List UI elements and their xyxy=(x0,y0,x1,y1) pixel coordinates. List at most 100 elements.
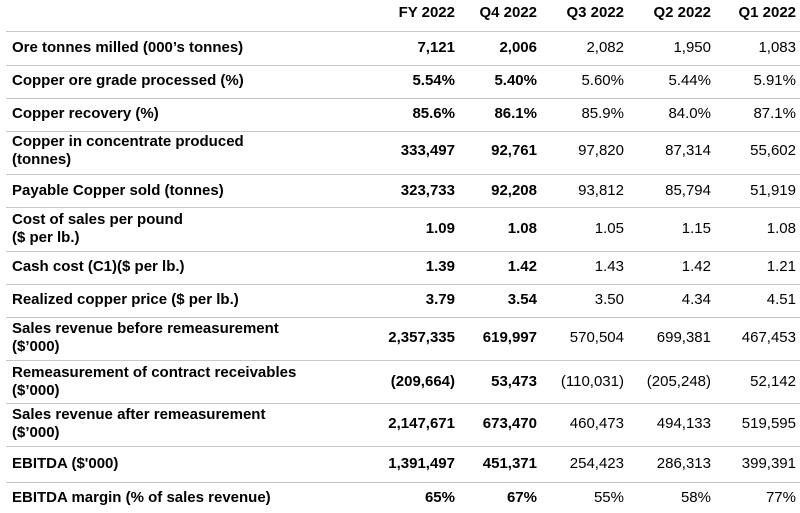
cell: 3.54 xyxy=(507,291,537,308)
cell: 460,473 xyxy=(569,415,624,432)
cell: 58% xyxy=(680,489,711,506)
cell: 85,794 xyxy=(665,182,711,199)
row-label: Cost of sales per pound xyxy=(12,211,183,228)
cell: 1.09 xyxy=(425,220,455,237)
row-separator xyxy=(6,131,800,132)
cell: 65% xyxy=(424,489,455,506)
cell: 1.39 xyxy=(425,258,455,275)
cell: 77% xyxy=(765,489,796,506)
cell: 4.34 xyxy=(681,291,711,308)
cell: 85.6% xyxy=(412,105,455,122)
cell: 5.54% xyxy=(412,72,455,89)
row-label: ($ per lb.) xyxy=(12,229,80,246)
cell: 3.79 xyxy=(425,291,455,308)
cell: 5.60% xyxy=(581,72,624,89)
cell: 1,083 xyxy=(758,39,796,56)
cell: 86.1% xyxy=(494,105,537,122)
row-label: Copper recovery (%) xyxy=(12,105,159,122)
cell: 84.0% xyxy=(668,105,711,122)
cell: (209,664) xyxy=(390,373,455,390)
cell: 53,473 xyxy=(491,373,537,390)
cell: 323,733 xyxy=(400,182,455,199)
column-header: Q4 2022 xyxy=(479,4,537,21)
cell: 254,423 xyxy=(569,455,624,472)
cell: 451,371 xyxy=(482,455,537,472)
row-label: ($’000) xyxy=(12,424,60,441)
row-label: Sales revenue after remeasurement xyxy=(12,406,266,423)
row-separator xyxy=(6,284,800,285)
cell: 1.42 xyxy=(681,258,711,275)
cell: 93,812 xyxy=(578,182,624,199)
cell: 1.15 xyxy=(681,220,711,237)
row-label: Realized copper price ($ per lb.) xyxy=(12,291,239,308)
cell: 2,006 xyxy=(499,39,537,56)
cell: 570,504 xyxy=(569,329,624,346)
cell: 97,820 xyxy=(578,142,624,159)
cell: 52,142 xyxy=(750,373,796,390)
cell: 5.91% xyxy=(753,72,796,89)
cell: 1.21 xyxy=(766,258,796,275)
column-header: Q2 2022 xyxy=(653,4,711,21)
cell: 467,453 xyxy=(741,329,796,346)
row-label: ($’000) xyxy=(12,382,60,399)
cell: 399,391 xyxy=(741,455,796,472)
cell: 85.9% xyxy=(581,105,624,122)
row-separator xyxy=(6,403,800,404)
column-header: Q1 2022 xyxy=(738,4,796,21)
cell: 92,208 xyxy=(491,182,537,199)
cell: 619,997 xyxy=(482,329,537,346)
cell: (110,031) xyxy=(560,373,624,390)
cell: 1.08 xyxy=(766,220,796,237)
column-header: Q3 2022 xyxy=(566,4,624,21)
row-separator xyxy=(6,482,800,483)
row-separator xyxy=(6,251,800,252)
cell: 1,391,497 xyxy=(388,455,455,472)
cell: 67% xyxy=(506,489,537,506)
cell: 519,595 xyxy=(741,415,796,432)
row-label: EBITDA margin (% of sales revenue) xyxy=(12,489,271,506)
cell: 55,602 xyxy=(750,142,796,159)
cell: 5.44% xyxy=(668,72,711,89)
row-separator xyxy=(6,174,800,175)
row-separator xyxy=(6,98,800,99)
row-label: Ore tonnes milled (000’s tonnes) xyxy=(12,39,244,56)
cell: 1.43 xyxy=(594,258,624,275)
row-separator xyxy=(6,317,800,318)
cell: 2,082 xyxy=(586,39,624,56)
cell: 494,133 xyxy=(656,415,711,432)
column-header: FY 2022 xyxy=(398,4,455,21)
row-label: Copper in concentrate produced xyxy=(12,133,244,150)
row-label: Copper ore grade processed (%) xyxy=(12,72,244,89)
cell: 87.1% xyxy=(753,105,796,122)
row-separator xyxy=(6,446,800,447)
cell: 4.51 xyxy=(766,291,796,308)
row-separator xyxy=(6,360,800,361)
cell: 55% xyxy=(593,489,624,506)
row-separator xyxy=(6,31,800,32)
cell: 5.40% xyxy=(494,72,537,89)
row-label: (tonnes) xyxy=(12,151,72,168)
cell: 92,761 xyxy=(491,142,537,159)
cell: 1,950 xyxy=(673,39,711,56)
cell: 1.05 xyxy=(594,220,624,237)
cell: 51,919 xyxy=(750,182,796,199)
row-label: Cash cost (C1)($ per lb.) xyxy=(12,258,185,275)
cell: 673,470 xyxy=(482,415,537,432)
cell: 1.42 xyxy=(507,258,537,275)
cell: 333,497 xyxy=(400,142,455,159)
cell: 286,313 xyxy=(656,455,711,472)
row-separator xyxy=(6,207,800,208)
row-label: Sales revenue before remeasurement xyxy=(12,320,279,337)
cell: 2,147,671 xyxy=(388,415,455,432)
cell: 7,121 xyxy=(417,39,455,56)
cell: 87,314 xyxy=(665,142,711,159)
row-label: EBITDA ($'000) xyxy=(12,455,119,472)
cell: 2,357,335 xyxy=(388,329,455,346)
row-label: ($’000) xyxy=(12,338,60,355)
cell: 3.50 xyxy=(594,291,624,308)
row-separator xyxy=(6,65,800,66)
row-label: Payable Copper sold (tonnes) xyxy=(12,182,224,199)
cell: 1.08 xyxy=(507,220,537,237)
cell: 699,381 xyxy=(656,329,711,346)
